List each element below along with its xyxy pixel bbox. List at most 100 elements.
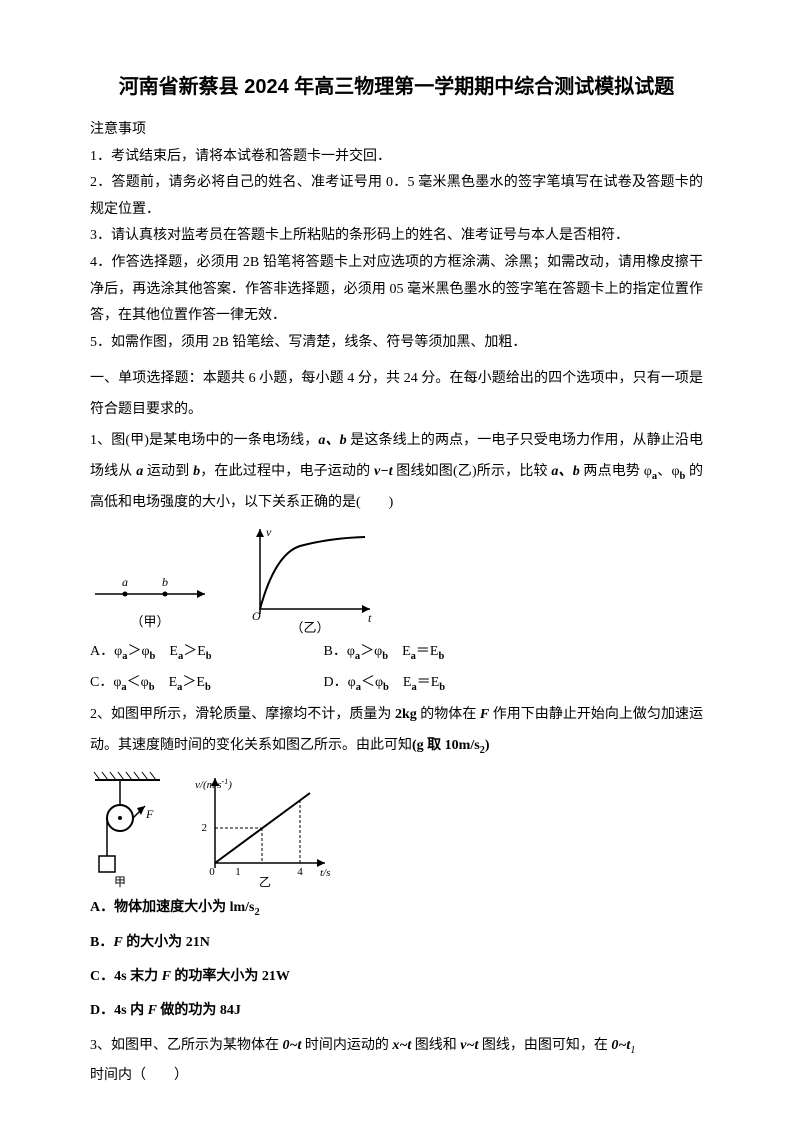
- opt-text: C．φ: [90, 675, 121, 690]
- opt-sub: b: [206, 651, 212, 662]
- notice-item: 1．考试结束后，请将本试卷和答题卡一并交回．: [90, 144, 703, 171]
- axis-t-label: t: [368, 611, 372, 625]
- q2-option-b: B．F 的大小为 21N: [90, 929, 703, 957]
- section-1-header: 一、单项选择题：本题共 6 小题，每小题 4 分，共 24 分。在每小题给出的四…: [90, 364, 703, 426]
- page-title: 河南省新蔡县 2024 年高三物理第一学期期中综合测试模拟试题: [90, 70, 703, 99]
- notice-item: 5．如需作图，须用 2B 铅笔绘、写清楚，线条、符号等须加黑、加粗．: [90, 330, 703, 357]
- xtick-1: 1: [235, 866, 241, 878]
- axis-v-label: v: [266, 525, 272, 539]
- q1-text: 运动到: [143, 464, 193, 479]
- y-axis-label: v/(m·s-1): [195, 776, 232, 791]
- opt-text: E: [389, 675, 412, 690]
- opt-sub: 2: [255, 907, 260, 918]
- q1-figures: a b （甲） v t O （乙）: [90, 524, 703, 634]
- opt-text: 4s: [114, 969, 126, 984]
- fig-left-caption: 甲: [114, 875, 126, 888]
- opt-text: C．: [90, 969, 114, 984]
- opt-text: ＞E: [182, 675, 205, 690]
- q1-ab2: a、b: [551, 464, 579, 479]
- q2-text: 2、如图甲所示，滑轮质量、摩擦均不计，质量为: [90, 707, 395, 722]
- opt-text: ＝E: [417, 675, 440, 690]
- opt-text: B．φ: [324, 644, 355, 659]
- opt-text: A．φ: [90, 644, 122, 659]
- q1-options: A．φa＞φb Ea＞Eb B．φa＞φb Ea＝Eb C．φa＜φb Ea＞E…: [90, 638, 703, 698]
- opt-F: F: [148, 1003, 157, 1018]
- notice-item: 2．答题前，请务必将自己的姓名、准考证号用 0．5 毫米黑色墨水的签字笔填写在试…: [90, 170, 703, 223]
- x-axis-label: t/s: [320, 867, 330, 879]
- q2-text: 的物体在: [417, 707, 480, 722]
- q2-option-c: C．4s 末力 F 的功率大小为 21W: [90, 963, 703, 991]
- fig-left-caption: （甲）: [130, 614, 169, 629]
- notice-item: 4．作答选择题，必须用 2B 铅笔将答题卡上对应选项的方框涂满、涂黑；如需改动，…: [90, 250, 703, 330]
- opt-text: E: [155, 644, 178, 659]
- q2-g: (g 取 10m/s: [412, 738, 480, 753]
- opt-text: ＞φ: [360, 644, 382, 659]
- q3-t0t: 0~t: [283, 1038, 302, 1053]
- opt-text: 末力: [127, 969, 162, 984]
- q1-text: 两点电势 φ: [580, 464, 652, 479]
- pt-b-label: b: [162, 575, 168, 589]
- question-1: 1、图(甲)是某电场中的一条电场线，a、b 是这条线上的两点，一电子只受电场力作…: [90, 426, 703, 518]
- opt-F: F: [113, 935, 122, 950]
- opt-text: ＞φ: [127, 644, 149, 659]
- notice-item: 3．请认真核对监考员在答题卡上所粘贴的条形码上的姓名、准考证号与本人是否相符．: [90, 223, 703, 250]
- opt-text: B．: [90, 935, 113, 950]
- q2-gend: ): [485, 738, 490, 753]
- notice-header: 注意事项: [90, 117, 703, 144]
- opt-text: A．物体加速度大小为 lm/s: [90, 900, 255, 915]
- q3-text: 3、如图甲、乙所示为某物体在: [90, 1038, 283, 1053]
- vt-graph-diagram: v/(m·s-1) t/s 2 0 1 4 乙: [190, 768, 340, 888]
- q1-ab: a、b: [318, 433, 346, 448]
- opt-text: 的功率大小为: [171, 969, 262, 984]
- exam-page: 河南省新蔡县 2024 年高三物理第一学期期中综合测试模拟试题 注意事项 1．考…: [0, 0, 793, 1132]
- vt-curve-diagram: v t O （乙）: [240, 524, 380, 634]
- opt-text: 4s: [114, 1003, 126, 1018]
- opt-sub: b: [205, 682, 211, 693]
- q1-fig-left: a b （甲）: [90, 554, 220, 634]
- fig-right-caption: 乙: [259, 875, 271, 888]
- q3-tail: 时间内（ ）: [90, 1061, 703, 1092]
- q3-sub1: 1: [630, 1044, 635, 1055]
- q2-options: A．物体加速度大小为 lm/s2 B．F 的大小为 21N C．4s 末力 F …: [90, 894, 703, 1025]
- opt-text: D．φ: [324, 675, 356, 690]
- q1-option-b: B．φa＞φb Ea＝Eb: [324, 638, 554, 667]
- opt-sub: b: [438, 651, 444, 662]
- q1-vt: v−t: [374, 464, 393, 479]
- pt-a-label: a: [122, 575, 128, 589]
- q2-fig-left: F 甲: [90, 768, 170, 888]
- q2-fig-right: v/(m·s-1) t/s 2 0 1 4 乙: [190, 768, 340, 888]
- opt-text: 21W: [262, 969, 290, 984]
- opt-F: F: [162, 969, 171, 984]
- q1-text: 、φ: [657, 464, 679, 479]
- opt-text: D．: [90, 1003, 114, 1018]
- q2-F: F: [480, 707, 489, 722]
- q3-text: 时间内运动的: [301, 1038, 392, 1053]
- q2-figures: F 甲 v/(m·s-1) t/s 2 0 1 4 乙: [90, 768, 703, 888]
- q1-text: 图线如图(乙)所示，比较: [393, 464, 548, 479]
- question-3: 3、如图甲、乙所示为某物体在 0~t 时间内运动的 x~t 图线和 v~t 图线…: [90, 1031, 703, 1093]
- xtick-0: 0: [209, 866, 215, 878]
- fig-right-caption: （乙）: [290, 620, 329, 634]
- opt-text: 84J: [220, 1003, 241, 1018]
- opt-sub: b: [439, 682, 445, 693]
- opt-text: E: [155, 675, 178, 690]
- q2-option-d: D．4s 内 F 做的功为 84J: [90, 997, 703, 1025]
- q2-option-a: A．物体加速度大小为 lm/s2: [90, 894, 703, 923]
- q3-text: 图线，由图可知，在: [478, 1038, 611, 1053]
- q3-vt: v~t: [460, 1038, 478, 1053]
- opt-text: 21N: [186, 935, 210, 950]
- opt-text: ＞E: [183, 644, 206, 659]
- q3-t0t1: 0~t: [611, 1038, 630, 1053]
- q1-fig-right: v t O （乙）: [240, 524, 380, 634]
- opt-text: ＜φ: [361, 675, 383, 690]
- q1-option-a: A．φa＞φb Ea＞Eb: [90, 638, 320, 667]
- ytick-2: 2: [202, 822, 208, 834]
- origin-label: O: [252, 609, 261, 623]
- opt-text: ＜φ: [127, 675, 149, 690]
- q3-xt: x~t: [392, 1038, 411, 1053]
- q1-text: 1、图(甲)是某电场中的一条电场线，: [90, 433, 318, 448]
- force-F-label: F: [145, 807, 154, 821]
- opt-text: ＝E: [416, 644, 439, 659]
- q1-text: ，在此过程中，电子运动的: [200, 464, 374, 479]
- field-line-diagram: a b （甲）: [90, 554, 220, 634]
